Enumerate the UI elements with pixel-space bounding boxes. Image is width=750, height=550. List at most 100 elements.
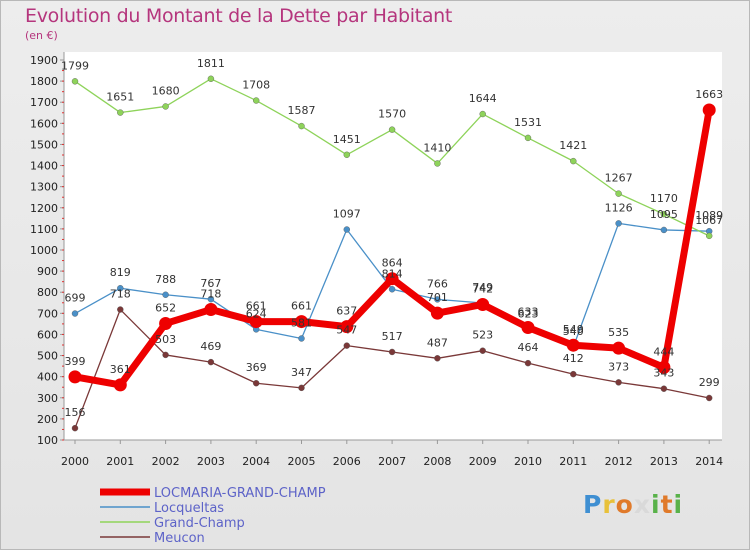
data-point (207, 358, 215, 366)
data-label: 1531 (514, 116, 542, 129)
data-point (479, 110, 486, 118)
data-label: 814 (382, 267, 403, 280)
data-point (388, 348, 396, 356)
data-point (570, 157, 577, 165)
data-label: 1663 (695, 88, 723, 101)
data-label: 819 (110, 266, 131, 279)
y-tick-label: 700 (37, 307, 58, 320)
data-point (524, 359, 532, 367)
data-point (71, 424, 79, 432)
data-label: 503 (155, 333, 176, 346)
data-label: 699 (65, 292, 86, 305)
data-point (615, 379, 622, 386)
data-point (570, 370, 577, 378)
legend-entry: LOCMARIA-GRAND-CHAMP (154, 486, 326, 501)
data-label: 1451 (333, 133, 361, 146)
data-point (343, 226, 350, 233)
data-label: 661 (246, 300, 267, 313)
data-point (612, 341, 626, 355)
data-point (249, 315, 263, 329)
data-labels: 399 361 652 718 661 661 637 864 701 742 633 549 535 4… (61, 57, 723, 419)
data-label: 1570 (378, 108, 406, 121)
x-tick-label: 2006 (333, 455, 361, 468)
data-point (204, 303, 218, 317)
data-point (615, 190, 622, 197)
data-point (207, 295, 215, 303)
data-point (434, 160, 441, 167)
data-label: 347 (291, 366, 312, 379)
data-point (295, 315, 308, 329)
data-label: 156 (65, 406, 86, 419)
y-tick-label: 300 (37, 392, 58, 405)
data-point (159, 316, 173, 330)
y-tick-label: 1800 (30, 75, 58, 88)
x-tick-label: 2003 (197, 455, 225, 468)
x-tick-label: 2009 (469, 455, 497, 468)
data-point (162, 351, 169, 359)
data-label: 788 (155, 273, 176, 286)
data-label: 637 (336, 305, 357, 318)
data-point (207, 75, 215, 82)
data-point (343, 342, 350, 349)
x-tick-label: 2013 (650, 455, 678, 468)
y-tick-label: 500 (37, 350, 58, 363)
data-point (117, 109, 124, 116)
data-point (343, 151, 350, 158)
data-label: 517 (382, 330, 403, 343)
data-point (388, 126, 396, 133)
data-label: 1410 (423, 141, 451, 154)
data-point (479, 347, 486, 354)
data-point (298, 122, 305, 130)
data-label: 1097 (333, 208, 361, 221)
data-label: 1708 (242, 79, 270, 92)
data-point (71, 78, 79, 85)
data-label: 1089 (695, 209, 723, 222)
data-label: 1095 (650, 208, 678, 221)
data-label: 369 (246, 361, 267, 374)
data-label: 464 (518, 341, 539, 354)
data-label: 343 (653, 367, 674, 380)
data-point (253, 380, 260, 387)
data-point (615, 220, 622, 227)
x-tick-label: 2007 (378, 455, 406, 468)
data-point (524, 134, 532, 142)
legend: LOCMARIA-GRAND-CHAMPLocqueltasGrand-Cham… (100, 486, 326, 546)
data-point (660, 210, 668, 218)
data-label: 1644 (469, 92, 497, 105)
data-label: 718 (200, 288, 221, 301)
data-label: 361 (110, 363, 131, 376)
data-point (702, 103, 716, 117)
data-point (521, 320, 535, 334)
axes: 100 200 300 400 500 600 700 800 900 1000 1100 1200 1… (30, 52, 723, 468)
x-tick-label: 2012 (605, 455, 633, 468)
data-label: 469 (200, 340, 221, 353)
data-label: 624 (246, 307, 267, 320)
x-tick-label: 2005 (288, 455, 316, 468)
data-label: 412 (563, 352, 584, 365)
data-point (434, 355, 441, 362)
y-tick-label: 1900 (30, 54, 58, 67)
data-point (476, 297, 490, 311)
y-tick-label: 200 (37, 413, 58, 426)
data-label: 652 (155, 301, 176, 314)
legend-entry: Locqueltas (154, 501, 224, 516)
data-point (117, 285, 124, 292)
legend-entry: Meucon (154, 531, 205, 546)
chart-title: Evolution du Montant de la Dette par Hab… (25, 5, 453, 27)
data-point (298, 384, 305, 392)
series-lines (68, 75, 716, 432)
data-label: 1680 (152, 84, 180, 97)
y-tick-label: 1500 (30, 138, 58, 151)
x-tick-label: 2004 (242, 455, 270, 468)
data-label: 661 (291, 300, 312, 313)
data-label: 1811 (197, 57, 225, 70)
data-label: 581 (291, 316, 312, 329)
plot-area (64, 52, 722, 440)
data-label: 399 (65, 355, 86, 368)
x-tick-label: 2014 (695, 455, 723, 468)
data-label: 1421 (559, 139, 587, 152)
y-tick-label: 1000 (30, 244, 58, 257)
data-label: 1651 (106, 91, 134, 104)
y-tick-label: 100 (37, 434, 58, 447)
